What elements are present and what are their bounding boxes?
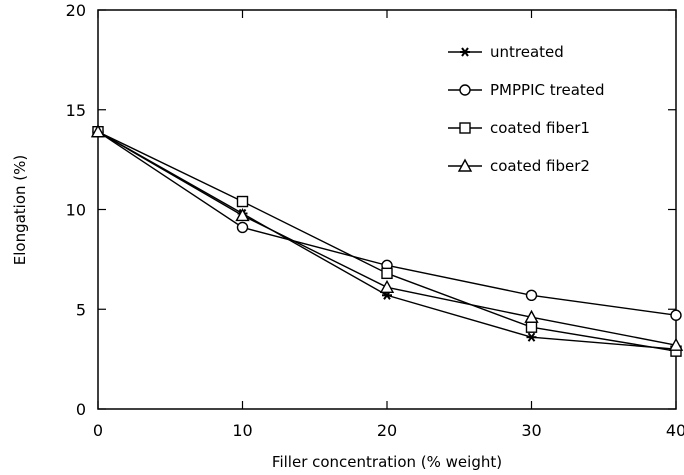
data-point-coated-fiber2 <box>235 208 250 222</box>
legend-item-coated-fiber2: coated fiber2 <box>448 157 590 175</box>
data-point-coated-fiber1 <box>236 195 249 208</box>
legend-item-pmppic-treated: PMPPIC treated <box>448 81 605 99</box>
x-tick-label: 40 <box>666 421 684 440</box>
x-tick-label: 0 <box>93 421 103 440</box>
legend-marker <box>459 122 471 134</box>
y-tick-label: 5 <box>76 300 86 319</box>
x-axis-title: Filler concentration (% weight) <box>272 453 502 471</box>
legend-item-untreated: untreated <box>448 43 564 61</box>
y-tick-label: 15 <box>66 101 86 120</box>
legend-label: PMPPIC treated <box>490 81 605 99</box>
data-point-pmppic-treated <box>525 289 538 301</box>
data-point-pmppic-treated <box>670 309 682 321</box>
x-tick-label: 30 <box>521 421 541 440</box>
series-markers <box>90 124 684 357</box>
legend-marker <box>457 158 473 172</box>
legend-marker <box>459 84 471 96</box>
legend-label: coated fiber2 <box>490 157 590 175</box>
legend-label: coated fiber1 <box>490 119 590 137</box>
data-point-coated-fiber2 <box>668 337 684 351</box>
y-axis-title: Elongation (%) <box>11 155 29 266</box>
data-point-pmppic-treated <box>236 221 249 234</box>
data-point-coated-fiber1 <box>525 321 538 333</box>
axis-ticks: 0 10 20 30 40 0 5 10 15 20 <box>66 1 684 440</box>
legend-item-coated-fiber1: coated fiber1 <box>448 119 590 137</box>
x-tick-label: 10 <box>232 421 252 440</box>
data-point-untreated <box>526 332 537 342</box>
data-point-coated-fiber2 <box>90 124 106 138</box>
y-tick-label: 10 <box>66 201 86 220</box>
y-tick-label: 20 <box>66 1 86 20</box>
y-tick-label: 0 <box>76 400 86 419</box>
plot-area-border <box>97 9 677 410</box>
plot-frame <box>97 9 677 410</box>
data-point-coated-fiber2 <box>524 309 539 323</box>
legend-label: untreated <box>490 43 564 61</box>
x-tick-label: 20 <box>377 421 397 440</box>
legend-marker <box>460 47 470 57</box>
legend: untreated PMPPIC treated coated fiber1 coat… <box>448 43 605 175</box>
data-point-coated-fiber1 <box>381 267 393 280</box>
data-point-coated-fiber2 <box>379 279 395 294</box>
